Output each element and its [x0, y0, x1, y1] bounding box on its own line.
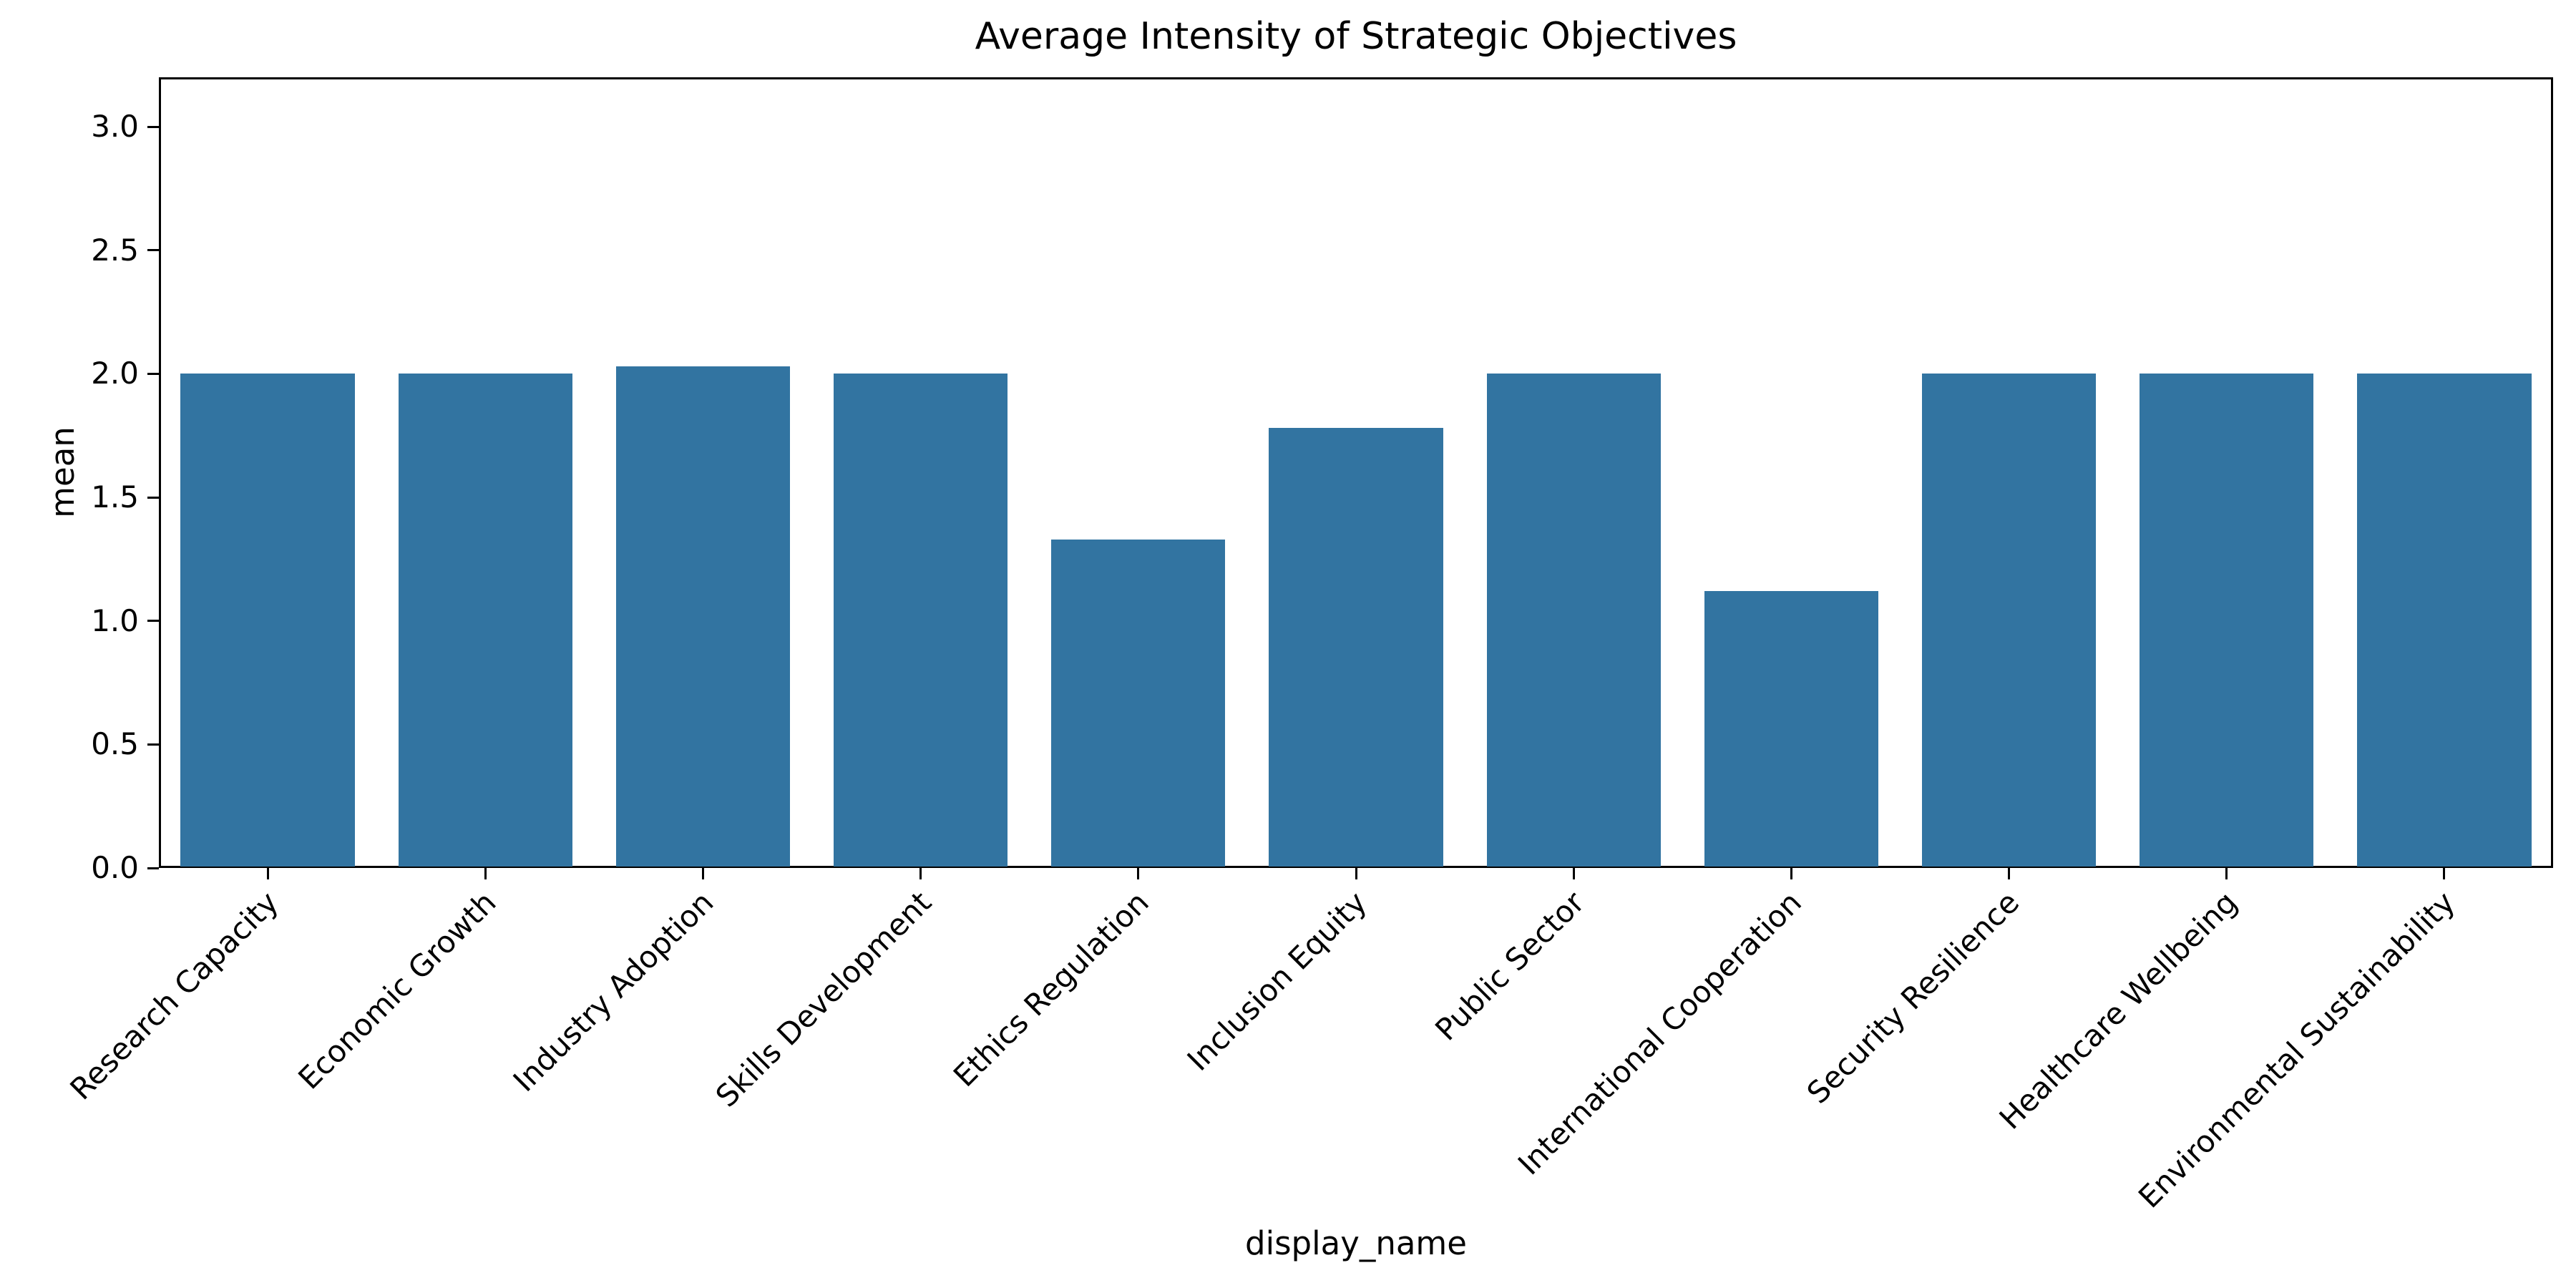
x-axis-label: display_name: [1245, 1224, 1467, 1262]
bar-ethics-regulation: [1051, 539, 1226, 867]
bar-healthcare-wellbeing: [2140, 374, 2314, 867]
bar-international-cooperation: [1704, 591, 1879, 867]
chart-title: Average Intensity of Strategic Objective…: [975, 15, 1737, 58]
y-tick-label: 2.0: [91, 356, 139, 391]
x-tick-mark: [1572, 868, 1575, 879]
y-tick-label: 0.0: [91, 850, 139, 885]
x-tick-mark: [701, 868, 704, 879]
x-tick-label: Skills Development: [708, 884, 938, 1114]
y-tick-mark: [147, 496, 159, 499]
y-tick-mark: [147, 743, 159, 746]
y-tick-mark: [147, 372, 159, 375]
x-tick-label: Public Sector: [1428, 884, 1591, 1048]
x-tick-label: Security Resilience: [1800, 884, 2026, 1111]
y-tick-label: 1.0: [91, 602, 139, 638]
y-tick-label: 3.0: [91, 109, 139, 145]
bar-security-resilience: [1921, 374, 2097, 867]
x-tick-mark: [1137, 868, 1140, 879]
bar-research-capacity: [180, 374, 355, 867]
y-tick-mark: [147, 125, 159, 128]
x-tick-label: Ethics Regulation: [946, 884, 1156, 1094]
y-tick-label: 1.5: [91, 479, 139, 515]
bar-economic-growth: [398, 374, 572, 867]
y-tick-mark: [147, 620, 159, 623]
y-tick-mark: [147, 867, 159, 869]
bar-public-sector: [1486, 374, 1661, 867]
bar-skills-development: [833, 374, 1008, 867]
x-tick-mark: [2008, 868, 2011, 879]
bar-environmental-sustainability: [2357, 374, 2532, 867]
x-tick-label: Economic Growth: [291, 884, 503, 1096]
y-tick-label: 2.5: [91, 232, 139, 268]
x-tick-label: Industry Adoption: [506, 884, 721, 1099]
bar-industry-adoption: [615, 366, 791, 867]
x-tick-mark: [2443, 868, 2446, 879]
x-tick-mark: [266, 868, 269, 879]
x-tick-mark: [919, 868, 922, 879]
bar-inclusion-equity: [1269, 428, 1443, 867]
y-tick-label: 0.5: [91, 726, 139, 762]
x-tick-mark: [484, 868, 487, 879]
x-tick-mark: [1355, 868, 1357, 879]
x-tick-label: Inclusion Equity: [1180, 884, 1373, 1078]
x-tick-label: Research Capacity: [62, 884, 286, 1107]
x-tick-label: Healthcare Wellbeing: [1992, 884, 2244, 1136]
y-tick-mark: [147, 249, 159, 252]
x-tick-mark: [1790, 868, 1792, 879]
y-axis-label: mean: [44, 426, 82, 518]
x-tick-mark: [2225, 868, 2228, 879]
